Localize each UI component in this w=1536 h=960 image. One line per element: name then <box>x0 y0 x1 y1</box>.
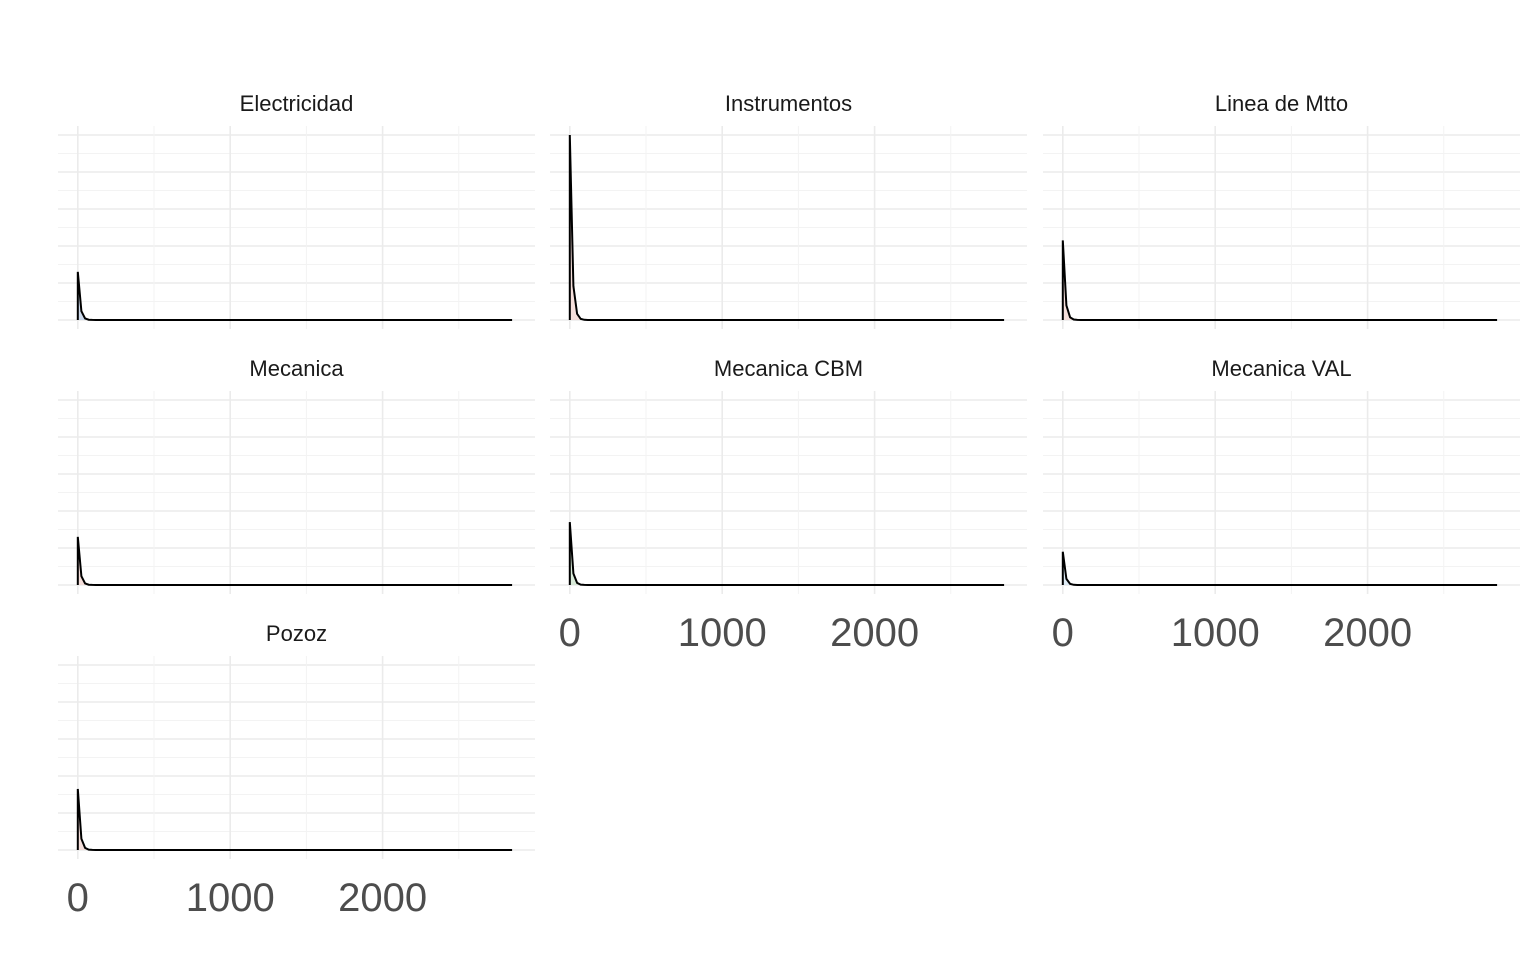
x-tick-label: 1000 <box>678 611 767 655</box>
x-tick-label: 1000 <box>186 876 275 920</box>
density-line <box>76 271 513 321</box>
density-line <box>568 522 1005 586</box>
x-tick-label: 2000 <box>1323 611 1412 655</box>
x-tick-label: 0 <box>559 611 581 655</box>
x-tick-label: 1000 <box>1171 611 1260 655</box>
panel-title: Instrumentos <box>725 91 852 116</box>
x-tick-label: 2000 <box>338 876 427 920</box>
density-area <box>569 522 1005 585</box>
panel-title: Mecanica VAL <box>1211 356 1351 381</box>
facet-panel: Mecanica CBM 0 1000 2000 <box>550 356 1027 655</box>
panel-title: Mecanica <box>249 356 344 381</box>
facet-panel: Linea de Mtto <box>1043 91 1520 329</box>
density-line <box>1061 240 1498 321</box>
density-area <box>1062 240 1498 320</box>
x-tick-label: 0 <box>1052 611 1074 655</box>
panel-title: Mecanica CBM <box>714 356 863 381</box>
density-line <box>76 788 513 851</box>
density-line <box>568 134 1005 321</box>
facet-panel: Electricidad <box>58 91 535 329</box>
density-area <box>77 536 513 585</box>
density-area <box>1062 551 1498 585</box>
panel-title: Pozoz <box>266 621 327 646</box>
density-line <box>1061 551 1498 586</box>
facet-panel: Pozoz 0 1000 2000 <box>58 621 535 920</box>
panel-title: Electricidad <box>240 91 354 116</box>
density-area <box>77 271 513 320</box>
density-area <box>77 789 513 850</box>
facet-panel: Mecanica <box>58 356 535 594</box>
density-line <box>76 536 513 586</box>
facet-panel: Instrumentos <box>550 91 1027 329</box>
x-tick-label: 2000 <box>830 611 919 655</box>
panel-title: Linea de Mtto <box>1215 91 1348 116</box>
x-tick-label: 0 <box>67 876 89 920</box>
facet-panel: Mecanica VAL 0 1000 2000 <box>1043 356 1520 655</box>
